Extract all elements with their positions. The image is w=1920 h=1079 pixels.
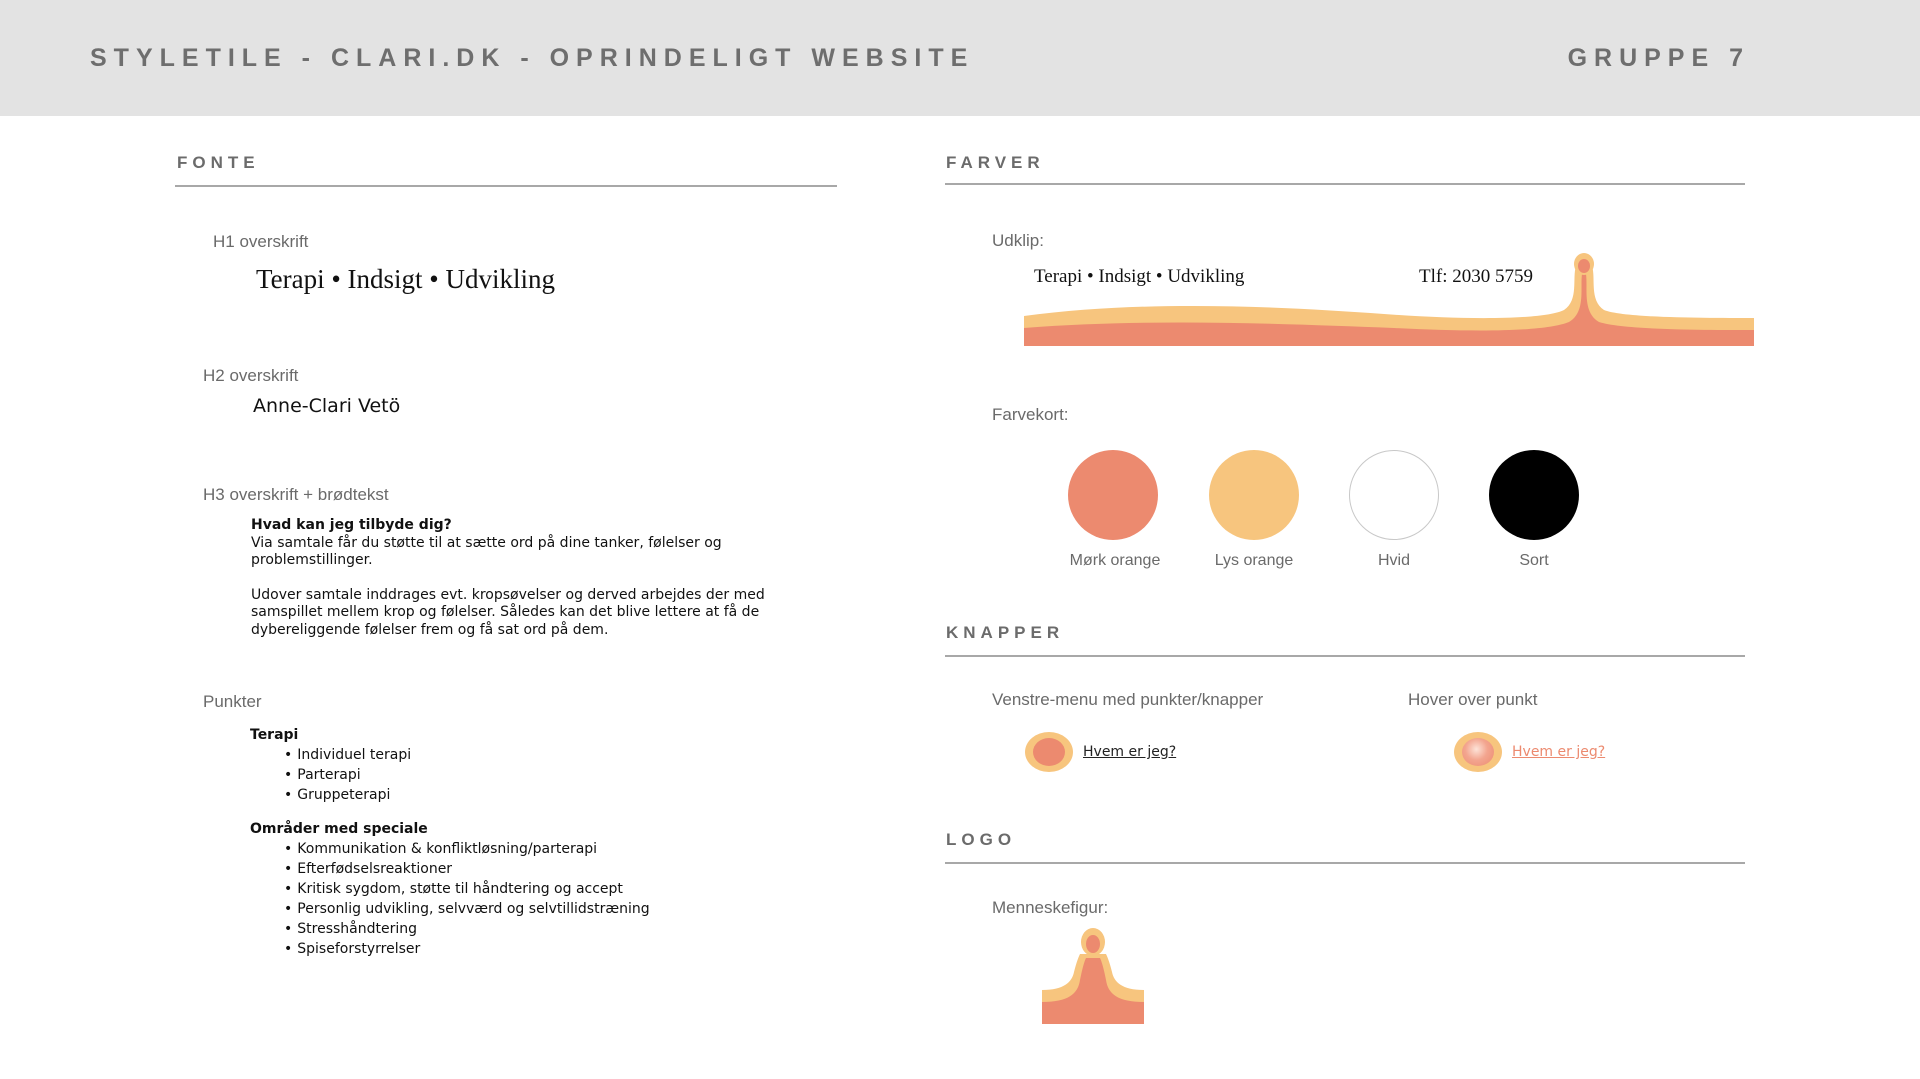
bullet-circle-icon [1025, 732, 1073, 772]
section-divider [945, 655, 1745, 657]
list-speciale: Kommunikation & konfliktløsning/parterap… [250, 839, 650, 959]
list-item: Individuel terapi [294, 745, 650, 765]
list-heading-speciale: Områder med speciale [250, 821, 428, 837]
human-figure-logo [1042, 928, 1144, 1024]
farvekort-label: Farvekort: [992, 405, 1069, 424]
list-item: Gruppeterapi [294, 785, 650, 805]
body-paragraph-1: Via samtale får du støtte til at sætte o… [251, 534, 722, 569]
swatch-dark-orange [1068, 450, 1158, 540]
list-terapi: Individuel terapi Parterapi Gruppeterapi [250, 745, 650, 805]
list-item: Kommunikation & konfliktløsning/parterap… [294, 839, 650, 859]
wave-figure-graphic [1024, 253, 1754, 346]
swatch-label: Lys orange [1214, 552, 1294, 569]
hover-label: Hover over punkt [1408, 690, 1538, 709]
h2-sample: Anne-Clari Vetö [253, 395, 401, 417]
list-item: Kritisk sygdom, støtte til håndtering og… [294, 879, 650, 899]
h3-label: H3 overskrift + brødtekst [203, 485, 389, 504]
udklip-slogan: Terapi • Indsigt • Udvikling [1034, 266, 1245, 287]
bullet-lists-sample: Terapi Individuel terapi Parterapi Grupp… [250, 725, 650, 976]
udklip-phone: Tlf: 2030 5759 [1419, 266, 1533, 287]
header-clipping: Terapi • Indsigt • Udvikling Tlf: 2030 5… [1024, 248, 1754, 348]
section-divider [945, 862, 1745, 864]
section-heading-knapper: KNAPPER [946, 623, 1065, 642]
swatch-light-orange [1209, 450, 1299, 540]
body-paragraph-2: Udover samtale inddrages evt. kropsøvels… [251, 586, 765, 638]
bullet-circle-hover-icon [1454, 732, 1502, 772]
list-item: Spiseforstyrrelser [294, 939, 650, 959]
h1-sample: Terapi • Indsigt • Udvikling [256, 264, 555, 294]
section-heading-logo: LOGO [946, 830, 1017, 849]
menu-button-sample[interactable]: Hvem er jeg? [1025, 732, 1176, 772]
logo-label: Menneskefigur: [992, 898, 1109, 917]
swatch-label: Sort [1519, 552, 1549, 569]
list-item: Parterapi [294, 765, 650, 785]
h3-sample: Hvad kan jeg tilbyde dig? [251, 517, 452, 533]
udklip-label: Udklip: [992, 231, 1044, 250]
swatch-label: Hvid [1377, 552, 1410, 569]
group-label: GRUPPE 7 [1567, 44, 1750, 72]
menu-label: Venstre-menu med punkter/knapper [992, 690, 1264, 709]
list-item: Personlig udvikling, selvværd og selvtil… [294, 899, 649, 919]
punkter-label: Punkter [203, 692, 262, 711]
menu-button-hover-sample[interactable]: Hvem er jeg? [1454, 732, 1605, 772]
section-divider [945, 183, 1745, 185]
list-item: Stresshåndtering [294, 919, 650, 939]
section-divider [175, 185, 837, 187]
header-bar: STYLETILE - CLARI.DK - OPRINDELIGT WEBSI… [0, 0, 1920, 116]
section-heading-fonte: FONTE [177, 153, 260, 172]
section-heading-farver: FARVER [946, 153, 1045, 172]
swatch-black [1489, 450, 1579, 540]
menu-link-hover[interactable]: Hvem er jeg? [1512, 744, 1606, 760]
list-heading-terapi: Terapi [250, 727, 299, 743]
list-item: Efterfødselsreaktioner [294, 859, 650, 879]
h3-body-sample: Hvad kan jeg tilbyde dig? Via samtale få… [251, 517, 771, 639]
page-title: STYLETILE - CLARI.DK - OPRINDELIGT WEBSI… [90, 44, 975, 72]
swatch-label: Mørk orange [1069, 552, 1161, 569]
swatch-white [1349, 450, 1439, 540]
h1-label: H1 overskrift [213, 232, 309, 251]
menu-link[interactable]: Hvem er jeg? [1083, 744, 1177, 760]
h2-label: H2 overskrift [203, 366, 299, 385]
